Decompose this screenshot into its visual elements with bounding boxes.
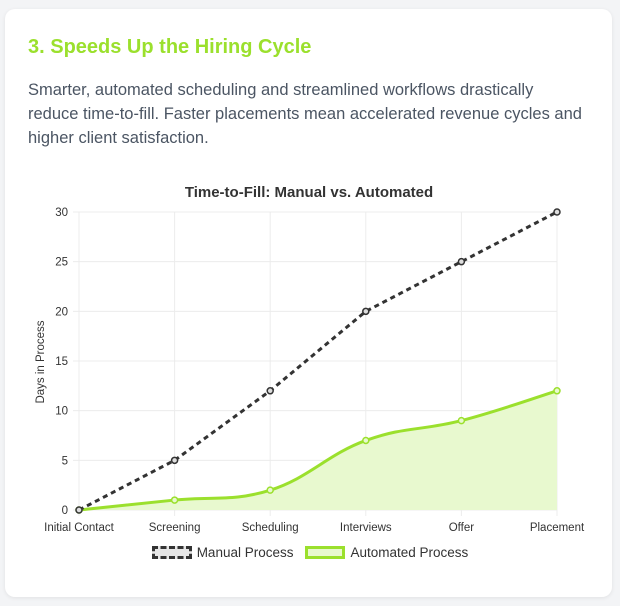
- manual-line: [78, 210, 558, 512]
- automated-point: [553, 387, 561, 395]
- automated-point: [362, 436, 370, 445]
- chart-title: Time-to-Fill: Manual vs. Automated: [185, 184, 433, 201]
- y-tick-label: 30: [55, 207, 68, 219]
- automated-point: [170, 496, 179, 504]
- y-tick-label: 20: [55, 306, 68, 318]
- y-tick-label: 15: [55, 356, 68, 368]
- legend-swatch-manual: [151, 546, 192, 559]
- y-tick-label: 10: [55, 406, 68, 418]
- y-tick-label: 5: [62, 455, 68, 467]
- y-axis-label: Days in Process: [35, 320, 47, 403]
- automated-point: [266, 486, 274, 494]
- manual-point: [457, 257, 466, 266]
- section-description: Smarter, automated scheduling and stream…: [28, 81, 582, 147]
- legend-label-automated: Automated Process: [350, 545, 469, 560]
- automated-line: [78, 389, 558, 512]
- manual-point: [553, 208, 561, 216]
- automated-point: [457, 416, 466, 425]
- manual-point: [170, 456, 179, 465]
- x-tick-label: Placement: [530, 522, 585, 534]
- manual-point: [362, 307, 370, 316]
- y-tick-label: 0: [62, 505, 68, 517]
- chart-legend: Manual Process Automated Process: [0, 545, 620, 560]
- x-tick-label: Screening: [149, 522, 201, 534]
- automated-area: [79, 390, 557, 510]
- legend-swatch-automated: [305, 546, 346, 559]
- section-title: 3. Speeds Up the Hiring Cycle: [28, 36, 312, 58]
- legend-label-manual: Manual Process: [196, 545, 294, 560]
- legend-item-automated[interactable]: Automated Process: [305, 545, 468, 560]
- x-tick-label: Initial Contact: [44, 522, 114, 534]
- legend-item-manual[interactable]: Manual Process: [151, 545, 294, 560]
- manual-point: [75, 506, 83, 514]
- y-tick-label: 25: [55, 257, 68, 269]
- x-tick-label: Offer: [449, 522, 475, 534]
- x-tick-label: Interviews: [340, 522, 392, 534]
- manual-point: [266, 387, 274, 395]
- x-tick-label: Scheduling: [242, 522, 299, 534]
